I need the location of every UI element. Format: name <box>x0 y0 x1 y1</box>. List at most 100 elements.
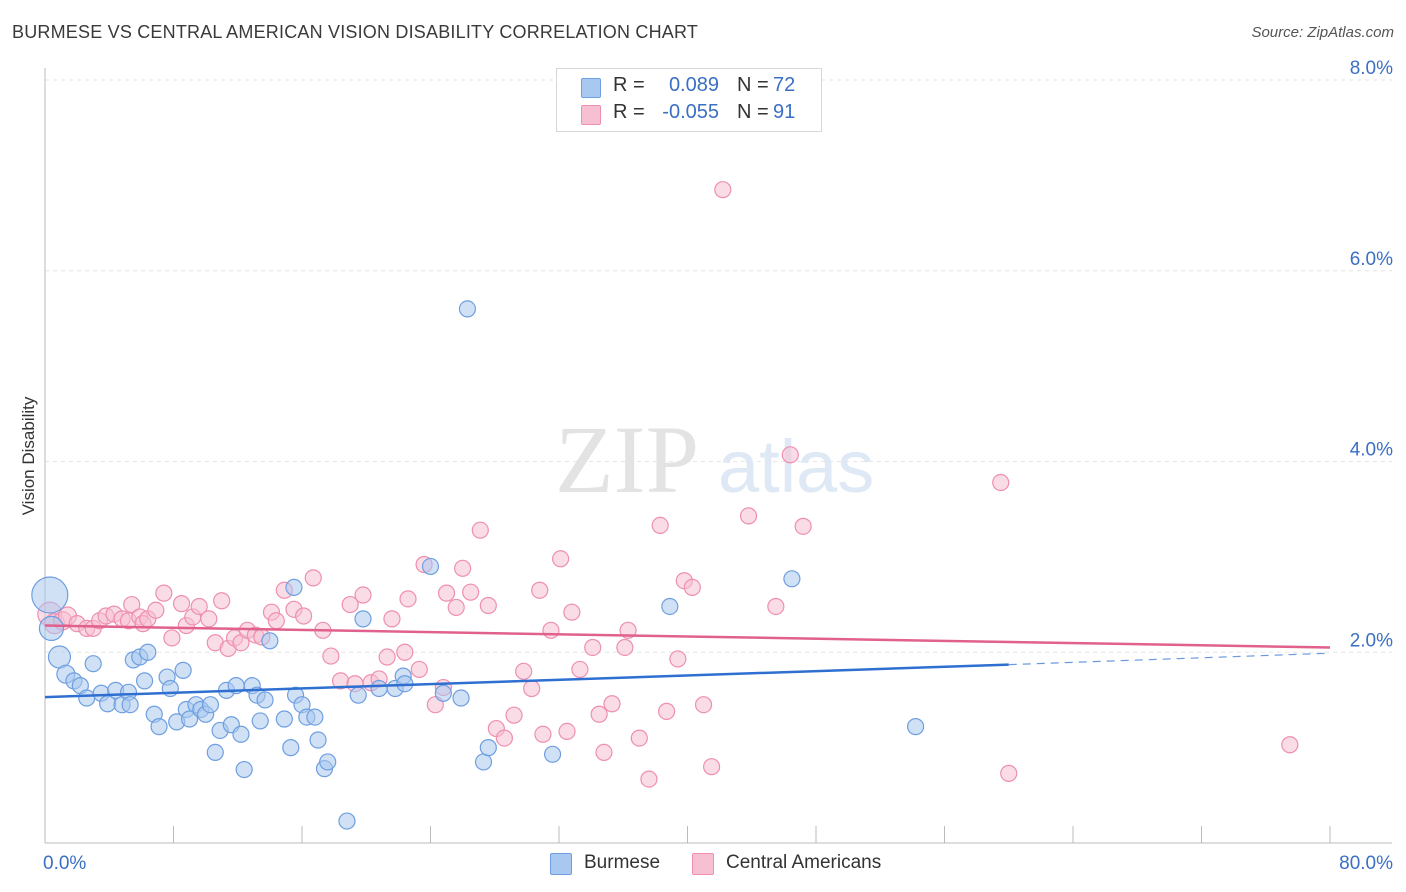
central-americans-point <box>531 581 549 599</box>
burmese-point <box>78 689 96 707</box>
x-tick-label: 0.0% <box>43 853 86 874</box>
central-americans-point <box>515 662 533 680</box>
central-americans-point <box>552 550 570 568</box>
burmese-point <box>275 710 293 728</box>
central-americans-point <box>694 696 713 714</box>
central-americans-point <box>702 758 721 776</box>
central-americans-point <box>304 569 322 587</box>
burmese-point <box>285 578 303 596</box>
burmese-point <box>235 760 253 779</box>
central-americans-point <box>683 578 701 596</box>
central-americans-point <box>396 643 414 661</box>
central-americans-point <box>267 612 285 630</box>
central-americans-point <box>410 660 428 679</box>
central-americans-point <box>437 584 456 602</box>
burmese-point <box>474 753 493 771</box>
y-tick-label: 8.0% <box>1350 58 1393 79</box>
y-tick-label: 6.0% <box>1350 249 1393 270</box>
burmese-point <box>421 557 440 576</box>
burmese-point <box>543 745 562 763</box>
central-americans-point <box>322 647 340 665</box>
central-americans-point <box>669 650 687 668</box>
central-americans-point <box>354 586 372 604</box>
burmese-point <box>434 684 452 702</box>
burmese-point <box>256 691 274 709</box>
central-americans-point <box>341 595 359 614</box>
chart-title: BURMESE VS CENTRAL AMERICAN VISION DISAB… <box>12 22 699 42</box>
central-americans-point <box>542 621 560 639</box>
burmese-point <box>31 576 69 614</box>
y-tick-label: 4.0% <box>1350 440 1393 461</box>
burmese-point <box>121 696 139 714</box>
central-americans-point <box>295 607 313 625</box>
legend-row-central-americans: R = -0.055 N = 91 <box>557 100 821 128</box>
central-americans-point <box>616 638 634 657</box>
central-americans-point <box>462 583 480 601</box>
burmese-point <box>370 679 388 698</box>
r-label: R = <box>613 74 645 96</box>
trend-layer <box>44 624 1331 699</box>
burmese-swatch <box>550 853 572 875</box>
burmese-point <box>661 597 679 616</box>
central-americans-point <box>640 770 658 788</box>
central-americans-point <box>383 610 401 628</box>
series-legend: Burmese Central Americans <box>0 852 1406 878</box>
axis-layer <box>44 68 1392 844</box>
burmese-point <box>232 725 250 743</box>
legend-row-burmese: R = 0.089 N = 72 <box>557 73 821 101</box>
central-americans-point <box>147 601 165 619</box>
central-americans-point <box>213 592 231 610</box>
central-americans-point <box>794 517 812 535</box>
burmese-point <box>479 739 497 757</box>
correlation-legend: R = 0.089 N = 72 R = -0.055 N = 91 <box>556 68 822 132</box>
burmese-point <box>150 718 168 736</box>
burmese-point <box>135 672 154 690</box>
burmese-point <box>251 712 269 730</box>
source-label: Source: ZipAtlas.com <box>1251 24 1394 41</box>
burmese-point <box>174 661 192 679</box>
central-americans-swatch <box>581 105 601 125</box>
burmese-point <box>906 718 925 736</box>
central-americans-point <box>190 597 208 616</box>
burmese-point <box>338 812 356 830</box>
central-americans-point <box>534 725 552 743</box>
burmese-point <box>783 570 801 588</box>
central-americans-point <box>505 706 523 724</box>
central-americans-point <box>1000 764 1018 782</box>
watermark-zip: ZIP <box>555 406 699 513</box>
y-tick-label: 2.0% <box>1350 630 1393 651</box>
r-value: -0.055 <box>662 101 719 123</box>
central-americans-point <box>563 603 581 621</box>
burmese-swatch <box>581 78 601 98</box>
central-americans-point <box>523 679 541 698</box>
n-label: N = <box>737 101 769 123</box>
r-value: 0.089 <box>668 74 719 96</box>
burmese-point <box>201 696 220 714</box>
burmese-point <box>349 686 367 704</box>
central-americans-point <box>571 660 589 679</box>
x-tick-label: 80.0% <box>1339 853 1393 874</box>
burmese-point <box>180 710 199 728</box>
central-americans-point <box>200 610 218 628</box>
burmese-point <box>38 615 65 642</box>
central-americans-point <box>584 638 602 657</box>
central-americans-point <box>454 559 472 577</box>
central-americans-trend-line <box>44 624 1331 649</box>
central-americans-point <box>447 598 465 617</box>
burmese-point <box>306 708 324 726</box>
burmese-point <box>458 300 477 318</box>
central-americans-point <box>595 743 613 761</box>
legend-label: Burmese <box>584 852 661 873</box>
central-americans-point <box>658 702 676 720</box>
grid-layer <box>45 79 1392 653</box>
central-americans-point <box>651 516 669 535</box>
central-americans-point <box>378 648 396 666</box>
central-americans-point <box>603 695 621 713</box>
central-americans-point <box>767 597 785 616</box>
n-value: 72 <box>773 74 796 96</box>
central-americans-point <box>590 705 608 723</box>
burmese-point <box>84 655 102 673</box>
burmese-point <box>282 739 300 757</box>
burmese-point <box>309 731 327 749</box>
